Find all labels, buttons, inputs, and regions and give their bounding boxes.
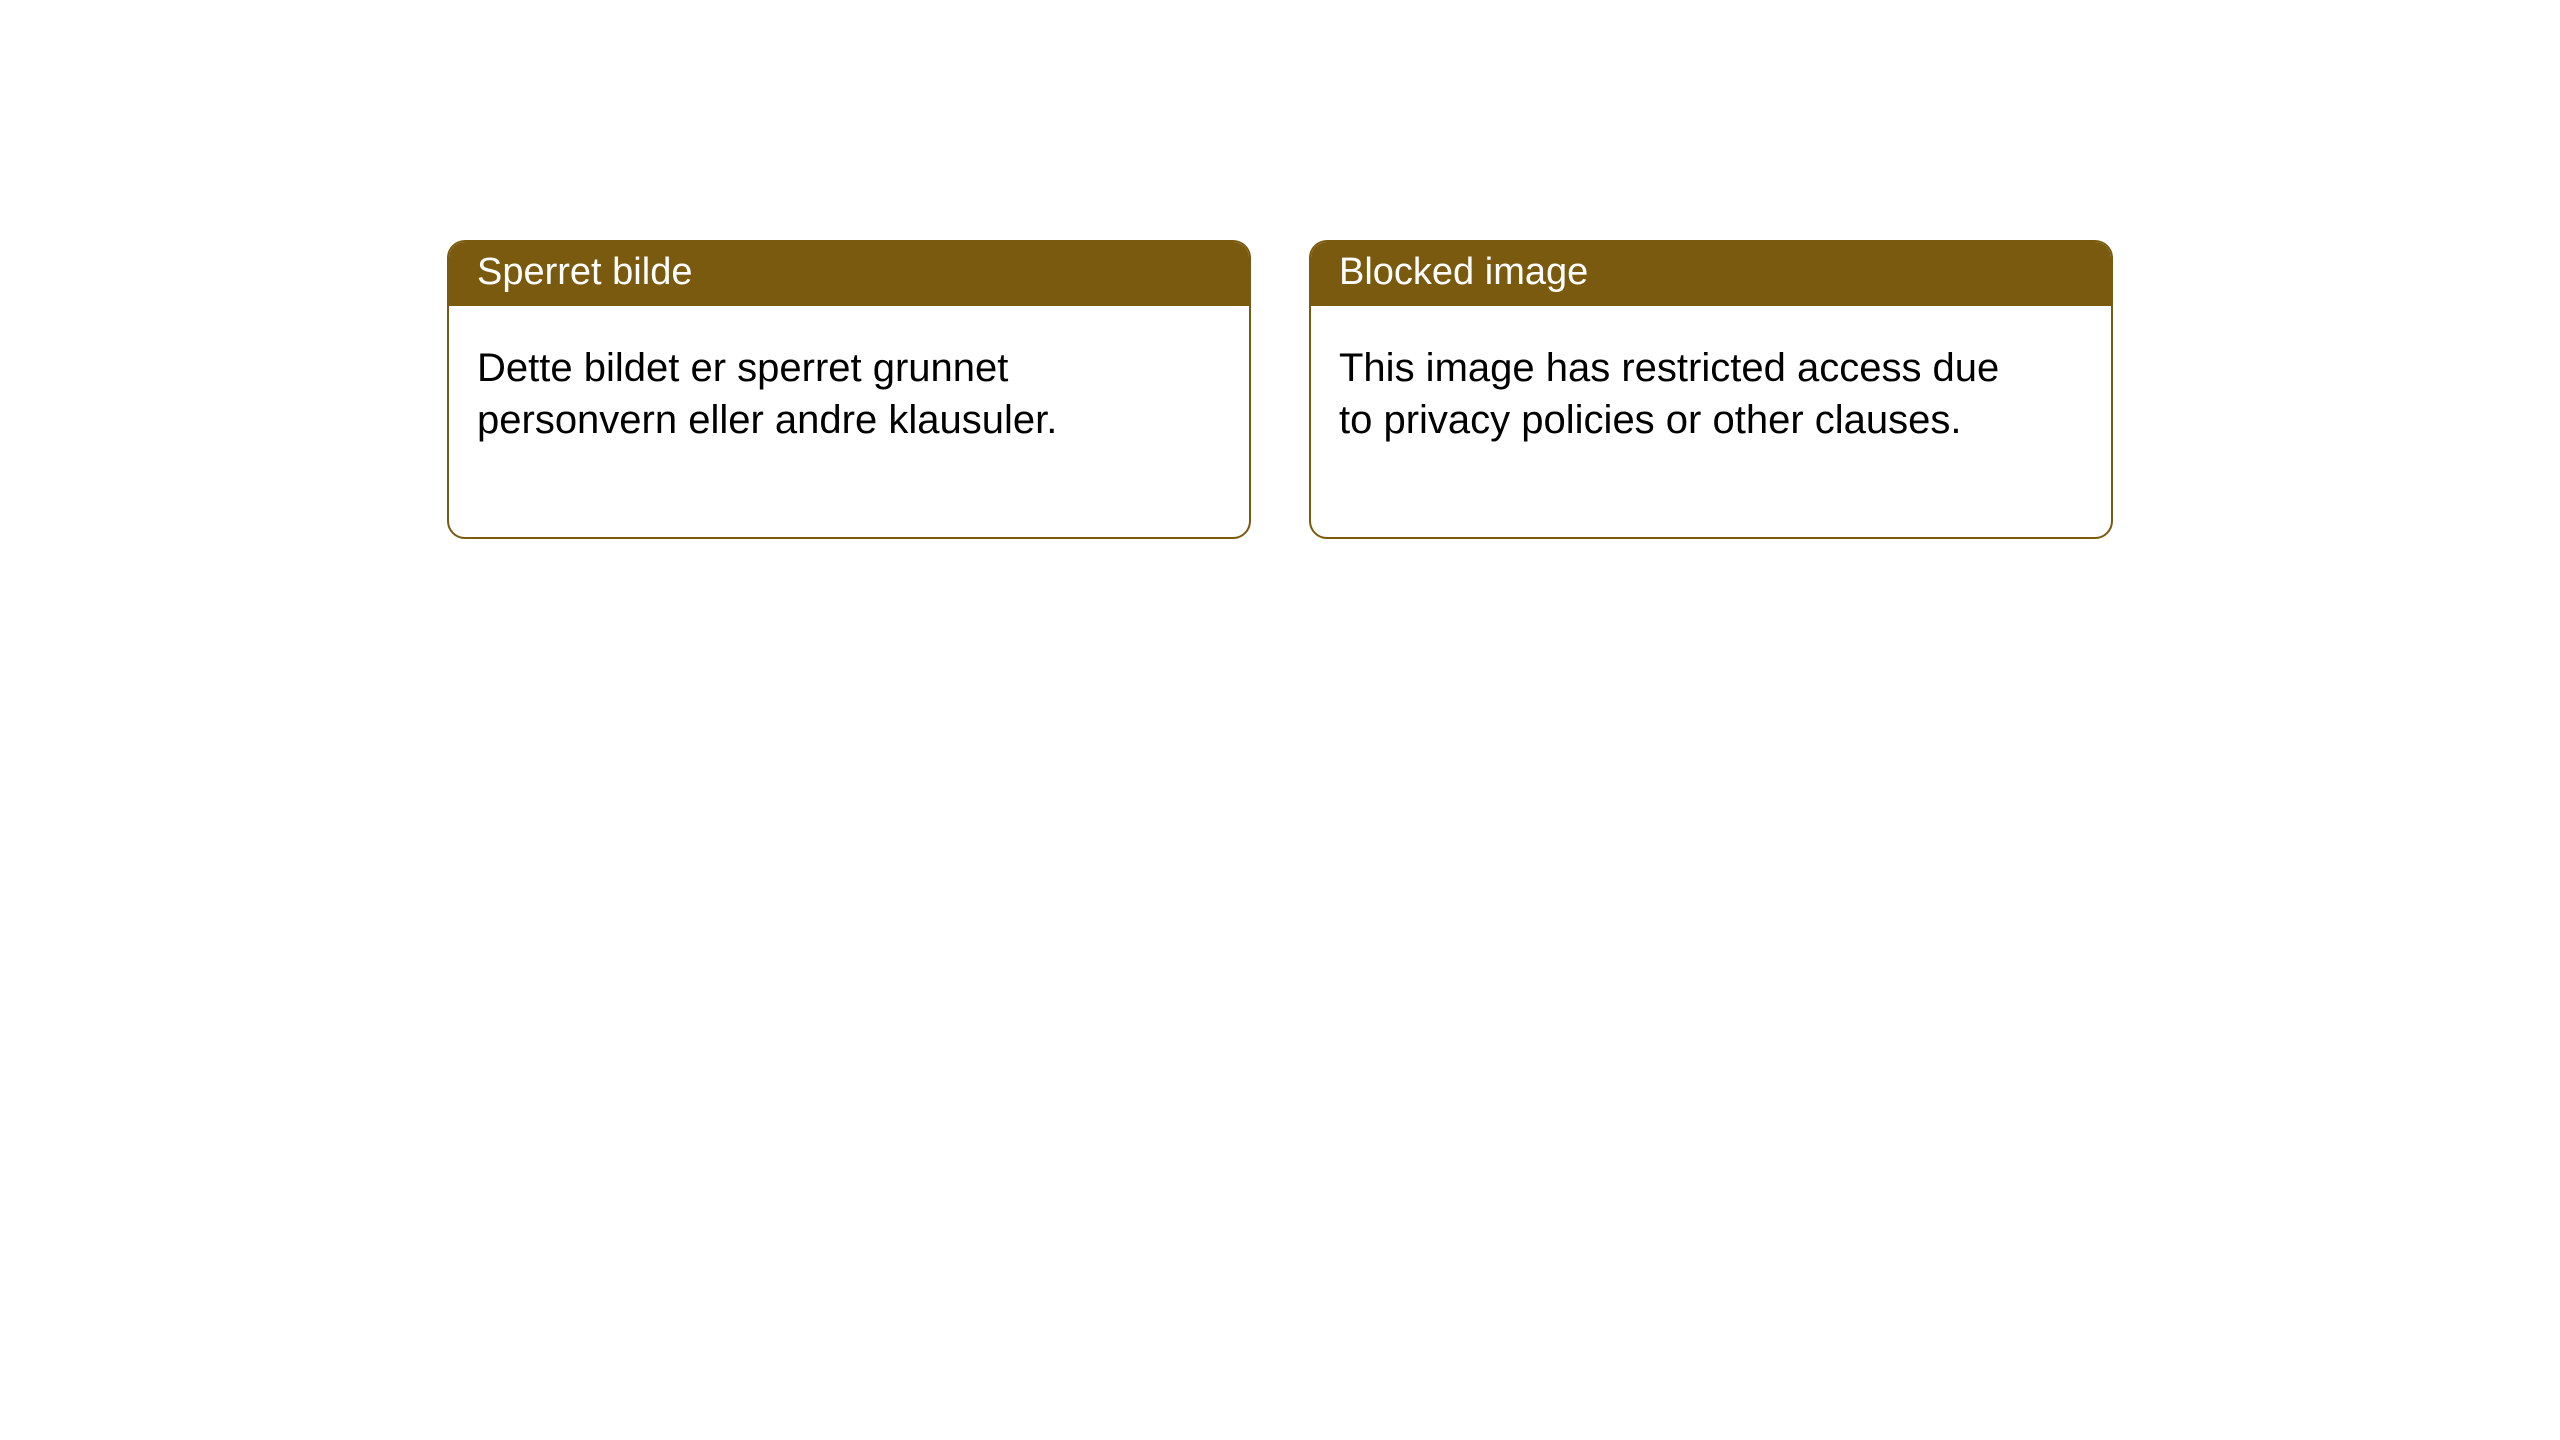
notice-container: Sperret bilde Dette bildet er sperret gr… xyxy=(0,240,2560,539)
notice-body: This image has restricted access due to … xyxy=(1311,306,2111,538)
notice-header: Blocked image xyxy=(1311,242,2111,306)
notice-title: Sperret bilde xyxy=(477,251,692,293)
notice-header: Sperret bilde xyxy=(449,242,1249,306)
notice-card-norwegian: Sperret bilde Dette bildet er sperret gr… xyxy=(447,240,1251,539)
notice-body: Dette bildet er sperret grunnet personve… xyxy=(449,306,1249,538)
notice-title: Blocked image xyxy=(1339,251,1588,293)
notice-card-english: Blocked image This image has restricted … xyxy=(1309,240,2113,539)
notice-text: This image has restricted access due to … xyxy=(1339,342,2019,448)
notice-text: Dette bildet er sperret grunnet personve… xyxy=(477,342,1157,448)
